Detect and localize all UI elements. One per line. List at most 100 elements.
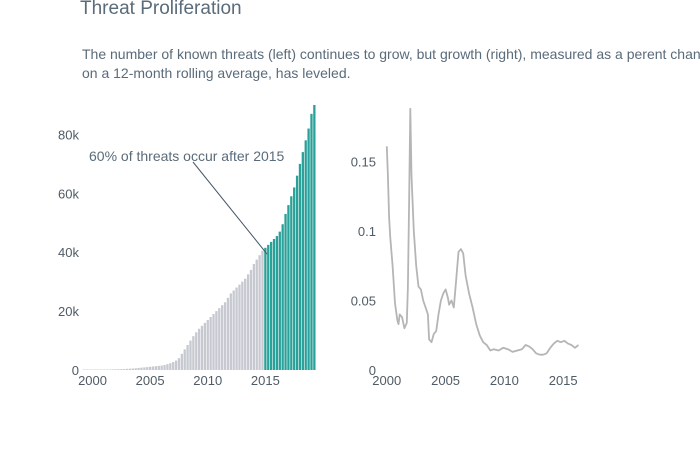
threat-count-bar <box>264 247 267 370</box>
chart-title: Threat Proliferation <box>80 0 242 19</box>
threat-count-bar <box>244 278 247 370</box>
growth-line-chart: 2000 2005 2010 2015 0 0.05 0.1 0.15 <box>351 107 580 388</box>
threat-count-bar <box>128 368 132 370</box>
threat-count-bar <box>215 311 218 370</box>
annotation-pointer-line <box>192 161 268 255</box>
growth-series-line <box>385 107 580 356</box>
right-y-tick-label: 0 <box>369 363 376 378</box>
threat-count-bar <box>310 113 313 370</box>
threat-count-bar <box>313 105 316 370</box>
chart-subtitle-line-2: on a 12-month rolling average, has level… <box>82 65 351 81</box>
right-y-tick-label: 0.05 <box>351 294 376 309</box>
left-x-tick-label: 2000 <box>78 373 107 388</box>
threat-count-bar <box>235 287 238 370</box>
threat-count-bar <box>137 367 140 370</box>
threat-count-bar <box>148 366 152 370</box>
threat-count-bar <box>100 369 103 370</box>
threat-count-bar <box>203 322 207 370</box>
threat-count-bar <box>117 369 120 370</box>
left-x-tick-label: 2015 <box>251 373 280 388</box>
threat-count-bar <box>163 364 166 370</box>
threat-count-bar <box>212 314 215 370</box>
left-y-tick-label: 80k <box>58 127 79 142</box>
threat-count-bar <box>209 317 212 370</box>
threat-count-bar <box>281 224 284 370</box>
right-y-tick-label: 0.15 <box>351 155 376 170</box>
threat-count-bar <box>206 319 209 370</box>
left-x-tick-label: 2005 <box>136 373 165 388</box>
threat-count-bar <box>249 269 253 370</box>
threat-count-bar <box>267 244 270 370</box>
threat-count-bar <box>298 163 302 370</box>
left-x-tick-label: 2010 <box>193 373 222 388</box>
threat-count-bar <box>180 353 183 370</box>
threat-count-bar <box>140 367 143 370</box>
chart-subtitle-line-1: The number of known threats (left) conti… <box>82 46 700 62</box>
threat-count-bar <box>269 241 273 370</box>
threat-count-bar <box>275 236 279 370</box>
right-y-tick-label: 0.1 <box>358 224 376 239</box>
threat-count-bar <box>284 213 287 370</box>
left-y-tick-label: 0 <box>72 363 79 378</box>
threat-count-bar <box>241 281 244 370</box>
right-x-tick-label: 2015 <box>549 373 578 388</box>
threat-count-bar <box>143 367 146 370</box>
threat-count-bar <box>255 259 258 370</box>
threat-count-bar <box>258 255 261 370</box>
right-x-tick-label: 2000 <box>372 373 401 388</box>
threat-count-bar <box>91 369 94 370</box>
threat-count-bar <box>183 349 186 370</box>
threat-count-bar <box>293 187 296 370</box>
annotation-label: 60% of threats occur after 2015 <box>89 148 285 164</box>
threat-count-bar <box>123 368 126 370</box>
threat-count-bar <box>229 293 232 370</box>
threat-count-bar <box>238 284 241 370</box>
threat-count-bar <box>151 366 155 370</box>
threat-count-bar <box>108 369 111 370</box>
threat-count-bar <box>287 205 290 370</box>
threat-count-bar-chart: 2000 2005 2010 2015 0 20k 40k 60k 80k <box>58 105 316 388</box>
threat-count-bar <box>232 290 235 370</box>
threat-count-bar <box>131 368 135 370</box>
threat-count-bar <box>290 196 293 370</box>
threat-count-bar <box>307 128 310 370</box>
threat-count-bar <box>154 366 158 370</box>
threat-count-bar <box>166 364 169 370</box>
threat-count-bar <box>169 363 172 370</box>
threat-count-bar <box>94 369 97 370</box>
threat-count-bar <box>177 358 181 370</box>
threat-count-bar <box>195 332 198 370</box>
threat-count-bar <box>221 305 224 370</box>
threat-count-bar <box>197 328 201 370</box>
threat-count-bar <box>172 362 175 370</box>
threat-count-bar <box>111 369 114 370</box>
threat-count-bar <box>146 367 149 370</box>
right-x-tick-label: 2005 <box>431 373 460 388</box>
threat-count-bar <box>125 368 129 370</box>
threat-count-bar <box>301 152 304 370</box>
threat-count-bar <box>97 369 100 370</box>
threat-count-bar <box>186 344 189 370</box>
threat-count-bar <box>157 365 160 370</box>
threat-count-bar <box>272 238 276 370</box>
threat-count-bar <box>252 264 256 370</box>
threat-count-bar <box>134 368 137 370</box>
left-y-tick-label: 60k <box>58 186 79 201</box>
threat-count-bar <box>295 175 299 370</box>
threat-count-bar <box>223 302 227 370</box>
threat-count-bar <box>192 336 195 370</box>
threat-count-bar <box>189 340 192 370</box>
threat-count-bar <box>105 369 109 370</box>
threat-count-bar <box>114 369 117 370</box>
threat-count-bar <box>102 369 106 370</box>
threat-count-bar <box>174 360 178 370</box>
left-y-tick-label: 20k <box>58 304 79 319</box>
threat-count-bar <box>246 274 250 370</box>
right-x-tick-label: 2010 <box>490 373 519 388</box>
threat-count-bar <box>88 369 91 370</box>
threat-count-bar <box>218 308 221 370</box>
threat-count-bar <box>304 140 307 370</box>
threat-count-bar <box>160 365 163 370</box>
threat-count-bar <box>261 250 264 370</box>
